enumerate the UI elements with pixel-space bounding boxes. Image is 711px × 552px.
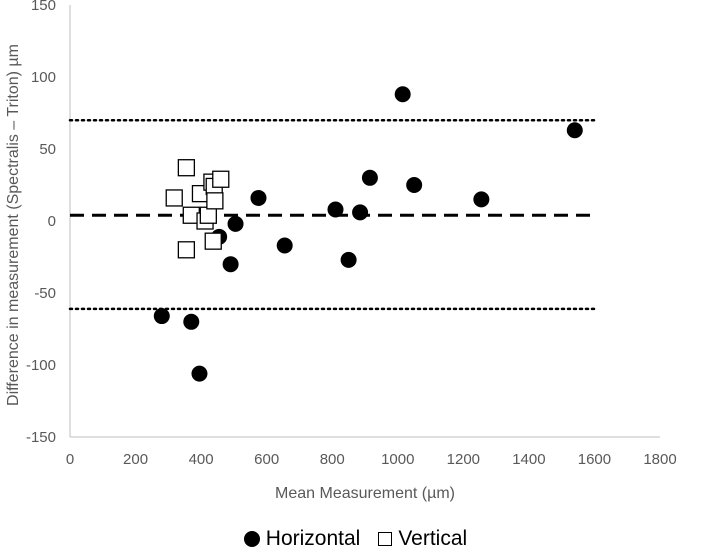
legend: Horizontal Vertical: [0, 526, 711, 552]
vertical-point: [165, 189, 183, 207]
y-tick-label: -150: [26, 429, 56, 446]
y-tick-label: 100: [31, 69, 56, 86]
horizontal-point: [406, 177, 423, 193]
horizontal-point: [227, 215, 244, 232]
y-tick-label: 150: [31, 0, 56, 14]
vertical-point: [177, 159, 196, 177]
horizontal-point: [276, 237, 293, 254]
filled-circle-icon: [243, 531, 260, 547]
x-tick-label: 200: [123, 451, 148, 468]
x-tick-label: 1600: [578, 451, 611, 468]
x-tick-label: 1200: [447, 451, 480, 468]
x-tick-label: 1000: [381, 451, 414, 468]
horizontal-point: [327, 201, 344, 218]
horizontal-point: [566, 122, 583, 139]
axes: [69, 5, 660, 438]
x-tick-label: 1400: [512, 451, 545, 468]
horizontal-point: [222, 256, 239, 273]
horizontal-point: [183, 313, 200, 330]
data-points: [153, 86, 583, 382]
horizontal-point: [473, 191, 490, 208]
horizontal-point: [352, 204, 369, 221]
vertical-point: [177, 241, 196, 259]
vertical-point: [206, 192, 224, 210]
horizontal-point: [340, 251, 357, 268]
legend-item-horizontal: Horizontal: [243, 527, 361, 551]
y-tick-label: 0: [48, 213, 56, 230]
open-square-icon: [378, 532, 393, 546]
horizontal-point: [394, 86, 411, 103]
x-axis-label: Mean Measurement (µm): [275, 485, 455, 502]
vertical-point: [212, 170, 230, 188]
x-tick-label: 0: [66, 451, 74, 468]
x-tick-label: 800: [320, 451, 345, 468]
y-axis-label: Difference in measurement (Spectralis – …: [5, 44, 22, 406]
legend-label-vertical: Vertical: [398, 527, 468, 550]
horizontal-point: [361, 169, 378, 186]
vertical-point: [204, 232, 222, 250]
x-tick-label: 400: [189, 451, 214, 468]
reference-lines: [68, 118, 596, 311]
legend-item-vertical: Vertical: [378, 527, 467, 551]
y-tick-label: -50: [34, 285, 56, 302]
horizontal-point: [250, 189, 267, 206]
y-tick-label: 50: [39, 141, 56, 158]
vertical-point: [199, 206, 217, 224]
horizontal-point: [191, 365, 208, 382]
x-tick-label: 600: [254, 451, 279, 468]
x-tick-label: 1800: [643, 451, 676, 468]
tick-labels: 0 200 400 600 800 1000 1200 1400 1600 1800 150 100 5…: [26, 0, 677, 468]
y-tick-label: -100: [26, 357, 56, 374]
horizontal-point: [153, 308, 170, 325]
legend-label-horizontal: Horizontal: [265, 527, 361, 550]
